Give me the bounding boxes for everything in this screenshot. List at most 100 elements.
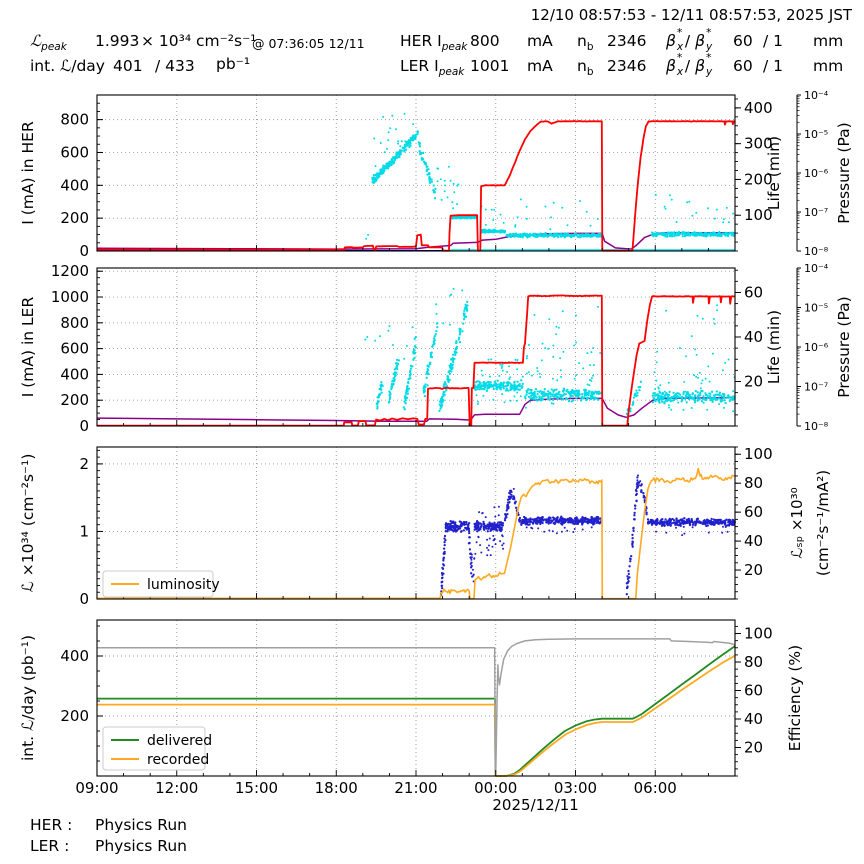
svg-text:ℒ ×10³⁴ (cm⁻²s⁻¹): ℒ ×10³⁴ (cm⁻²s⁻¹): [19, 454, 37, 593]
ler-life: [364, 287, 736, 423]
ler-beta-label: β * x / β * y: [666, 51, 714, 78]
svg-text:int. ℒ/day (pb⁻¹): int. ℒ/day (pb⁻¹): [19, 635, 37, 761]
svg-text:600: 600: [60, 143, 89, 161]
svg-text:2025/12/11: 2025/12/11: [492, 796, 578, 814]
ler-run-status: Physics Run: [95, 837, 187, 855]
svg-text:15:00: 15:00: [235, 779, 278, 797]
lpeak-sub: peak: [41, 41, 67, 54]
svg-text:Life (min): Life (min): [765, 136, 783, 210]
lpeak-units: × 10³⁴ cm⁻²s⁻¹: [141, 32, 257, 50]
svg-text:I (mA) in LER: I (mA) in LER: [19, 297, 37, 398]
svg-text:1200: 1200: [51, 262, 89, 280]
svg-text:800: 800: [60, 111, 89, 129]
svg-text:10⁻⁷: 10⁻⁷: [804, 206, 828, 219]
beta-y-stack2: * y: [705, 51, 714, 78]
svg-text:recorded: recorded: [147, 752, 209, 768]
svg-text:09:00: 09:00: [75, 779, 118, 797]
svg-text:60: 60: [744, 503, 763, 521]
her-ipeak-value: 800: [470, 32, 500, 50]
panel-ler: 0 200 400 600 800 1000 1200 20 40 60 I (mA) in LER…: [19, 262, 853, 435]
her-ipeak-sub: peak: [441, 41, 468, 54]
ler-pressure: [96, 396, 736, 423]
svg-text:40: 40: [744, 532, 763, 550]
svg-text:20: 20: [744, 739, 763, 757]
svg-text:10⁻⁵: 10⁻⁵: [804, 128, 828, 141]
panel-integrated-luminosity: 200 400 20 40 60 80 100 int. ℒ/day (pb⁻¹) Effici…: [19, 619, 804, 777]
ler-betay-value: / 1: [763, 57, 784, 75]
her-ipeak-unit: mA: [527, 32, 553, 50]
specific-luminosity: [439, 474, 736, 597]
ler-nb-value: 2346: [607, 57, 647, 75]
svg-text:400: 400: [60, 365, 89, 383]
svg-text:400: 400: [744, 99, 773, 117]
svg-text:800: 800: [60, 314, 89, 332]
svg-text:600: 600: [60, 340, 89, 358]
svg-text:100: 100: [744, 625, 773, 643]
svg-text:03:00: 03:00: [554, 779, 597, 797]
svg-text:Efficiency (%): Efficiency (%): [786, 645, 804, 751]
beta-slash: /: [684, 32, 696, 50]
lpeak-label: ℒpeak: [30, 32, 67, 53]
svg-text:10⁻⁴: 10⁻⁴: [804, 262, 829, 275]
beta-x: x: [676, 41, 684, 53]
beta-star: *: [676, 26, 683, 39]
x-axis-labels: 09:00 12:00 15:00 18:00 21:00 00:00 03:00 06:00…: [75, 779, 676, 814]
beta-star3: *: [676, 51, 683, 64]
lpeak-timestamp: @ 07:36:05 12/11: [252, 36, 365, 51]
svg-text:200: 200: [60, 707, 89, 725]
ler-run-label: LER :: [30, 837, 70, 855]
ler-betax-value: 60: [733, 57, 753, 75]
svg-text:Life (min): Life (min): [765, 310, 783, 384]
svg-text:10⁻⁸: 10⁻⁸: [804, 245, 829, 258]
her-betax-value: 60: [733, 32, 753, 50]
her-life: [365, 112, 736, 240]
svg-text:12:00: 12:00: [155, 779, 198, 797]
beta-symbol4: β: [695, 57, 705, 75]
ler-ipeak-unit: mA: [527, 57, 553, 75]
svg-text:80: 80: [744, 474, 763, 492]
svg-text:80: 80: [744, 653, 763, 671]
beta-y: y: [705, 41, 713, 53]
svg-text:10⁻⁶: 10⁻⁶: [804, 341, 829, 354]
beta-x-stack: * x: [676, 26, 685, 53]
her-run-status: Physics Run: [95, 816, 187, 834]
svg-text:100: 100: [744, 445, 773, 463]
svg-text:400: 400: [60, 647, 89, 665]
svg-text:40: 40: [744, 710, 763, 728]
svg-text:I (mA) in HER: I (mA) in HER: [19, 121, 37, 225]
svg-text:100: 100: [744, 206, 773, 224]
her-ipeak-label: HER Ipeak: [400, 32, 467, 53]
svg-text:10⁻⁵: 10⁻⁵: [804, 302, 828, 315]
lpeak-value: 1.993: [95, 32, 140, 50]
svg-text:18:00: 18:00: [315, 779, 358, 797]
ler-ipeak-label: LER Ipeak: [400, 57, 464, 78]
svg-text:Pressure (Pa): Pressure (Pa): [835, 296, 853, 397]
her-betay-value: / 1: [763, 32, 784, 50]
ler-ipeak-sub: peak: [438, 66, 465, 79]
svg-text:60: 60: [744, 682, 763, 700]
beta-star4: *: [705, 51, 712, 64]
svg-text:10⁻⁴: 10⁻⁴: [804, 89, 829, 102]
svg-text:1: 1: [79, 522, 89, 540]
her-beta-unit: mm: [813, 32, 844, 50]
svg-text:0: 0: [79, 417, 89, 435]
svg-text:60: 60: [744, 283, 763, 301]
svg-text:20: 20: [744, 561, 763, 579]
svg-text:1000: 1000: [51, 288, 89, 306]
svg-text:ℒₛₚ ×10³⁰: ℒₛₚ ×10³⁰: [788, 487, 806, 558]
svg-text:400: 400: [60, 176, 89, 194]
svg-text:200: 200: [60, 209, 89, 227]
panel-luminosity: 0 1 2 20 40 60 80 100 ℒ ×10³⁴ (cm⁻²s⁻¹) ℒₛₚ ×10³⁰…: [19, 445, 832, 608]
nb-sub-2: b: [586, 66, 594, 79]
int-lday-total: / 433: [155, 57, 195, 75]
svg-text:00:00: 00:00: [474, 779, 517, 797]
svg-text:Pressure (Pa): Pressure (Pa): [835, 122, 853, 223]
beta-y-stack: * y: [705, 26, 714, 53]
her-nb-value: 2346: [607, 32, 647, 50]
beta-slash2: /: [684, 57, 696, 75]
int-lday-value: 401: [113, 57, 143, 75]
her-ipeak-text: HER I: [400, 32, 442, 50]
svg-text:21:00: 21:00: [394, 779, 437, 797]
nb-symbol-2: n: [577, 57, 587, 75]
